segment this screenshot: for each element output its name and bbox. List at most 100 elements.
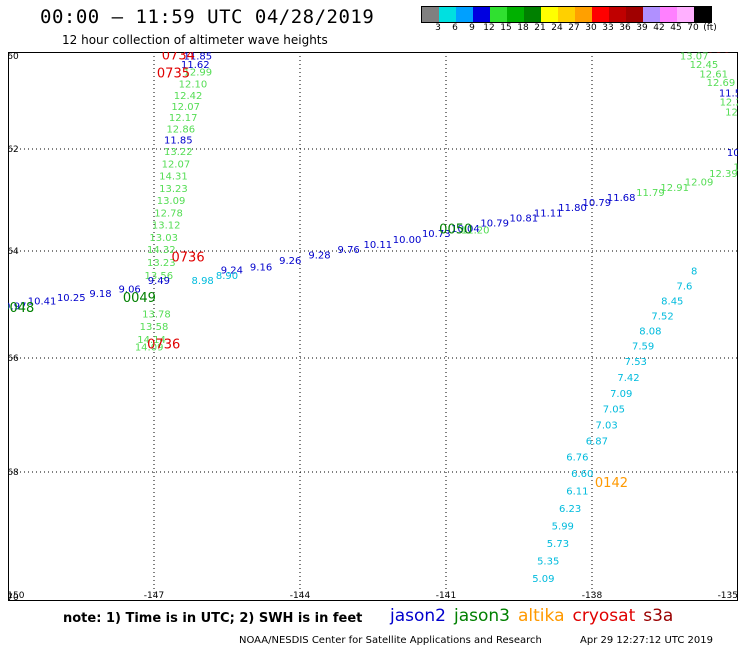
swh-value-label: 13.12 <box>152 221 181 232</box>
colorbar-label: 21 <box>534 23 546 33</box>
wave-height-colorbar <box>421 6 712 23</box>
colorbar-label: 45 <box>670 23 682 33</box>
colorbar-label: 36 <box>619 23 631 33</box>
x-tick-label: -150 <box>8 591 25 601</box>
swh-value-label: 8.98 <box>192 276 214 287</box>
colorbar-label: 33 <box>602 23 614 33</box>
footer-note: note: 1) Time is in UTC; 2) SWH is in fe… <box>63 611 363 626</box>
swh-value-label: 14.32 <box>147 245 176 256</box>
time-label: 0049 <box>123 291 156 306</box>
swh-value-label: 7.53 <box>625 357 647 368</box>
swh-value-label: 10.41 <box>28 297 57 308</box>
swh-value-label: 12.42 <box>174 91 203 102</box>
swh-value-label: 9.76 <box>338 245 360 256</box>
swh-value-label: 10.6 <box>727 148 738 159</box>
swh-value-label: 11.80 <box>558 203 587 214</box>
swh-value-label: 12.46 <box>733 162 738 173</box>
colorbar-swatch <box>626 7 643 22</box>
x-tick-label: -144 <box>290 591 311 601</box>
colorbar-label: 15 <box>500 23 512 33</box>
swh-value-label: 8.08 <box>639 326 661 337</box>
legend-item-cryosat: cryosat <box>572 606 636 626</box>
swh-value-label: 13.07 <box>680 52 709 62</box>
swh-value-label: 12.91 <box>660 183 689 194</box>
colorbar-swatch <box>524 7 541 22</box>
swh-value-label: 9.06 <box>119 285 141 296</box>
colorbar-swatch <box>422 7 439 22</box>
x-tick-label: -138 <box>582 591 603 601</box>
colorbar-swatch <box>558 7 575 22</box>
colorbar-swatch <box>541 7 558 22</box>
page-subtitle: 12 hour collection of altimeter wave hei… <box>62 33 328 47</box>
swh-value-label: 12.78 <box>154 208 183 219</box>
swh-value-label: 10.25 <box>57 293 86 304</box>
time-label: 0735 <box>157 66 190 81</box>
swh-value-label: 5.99 <box>552 522 574 533</box>
y-tick-label: -62 <box>8 145 19 155</box>
colorbar-swatch <box>473 7 490 22</box>
colorbar-swatch <box>490 7 507 22</box>
colorbar-swatch <box>694 7 711 22</box>
swh-value-label: 11.20 <box>461 226 490 237</box>
swh-value-label: 13.23 <box>159 184 188 195</box>
colorbar-swatch <box>439 7 456 22</box>
x-tick-label: -135 <box>718 591 738 601</box>
colorbar-label: 27 <box>568 23 580 33</box>
time-label: 0050 <box>439 223 472 238</box>
swh-value-label: 5.73 <box>547 539 569 550</box>
swh-value-label: 12.07 <box>162 159 191 170</box>
swh-value-label: 6.60 <box>571 469 593 480</box>
swh-value-label: 12. <box>725 108 738 119</box>
colorbar-swatch <box>456 7 473 22</box>
footer-credit: NOAA/NESDIS Center for Satellite Applica… <box>239 635 542 646</box>
swh-value-label: 9.26 <box>279 256 301 267</box>
swh-value-label: 12.45 <box>690 60 719 71</box>
time-label: 0734 <box>162 52 195 63</box>
swh-value-label: 13.23 <box>147 258 176 269</box>
y-tick-label: -70 <box>8 593 19 602</box>
swh-value-label: 13.03 <box>149 233 178 244</box>
colorbar-swatch <box>609 7 626 22</box>
swh-value-label: 12.10 <box>179 80 208 91</box>
swh-value-label: 12.69 <box>707 78 736 89</box>
swh-value-label: 14.31 <box>159 172 188 183</box>
swh-value-label: 10.00 <box>393 235 422 246</box>
y-tick-label: -66 <box>8 354 19 364</box>
satellite-legend: jason2 jason3 altika cryosat s3a <box>390 606 681 626</box>
footer-timestamp: Apr 29 12:27:12 UTC 2019 <box>580 635 713 646</box>
time-label: 0142 <box>595 476 628 491</box>
time-label: 080 <box>706 52 731 56</box>
x-tick-label: -147 <box>144 591 164 601</box>
swh-value-label: 10.79 <box>583 198 612 209</box>
swh-value-label: 13.22 <box>164 147 193 158</box>
swh-value-label: 11.62 <box>181 60 210 71</box>
swh-value-label: 9.24 <box>221 265 243 276</box>
swh-value-label: 10.11 <box>364 240 393 251</box>
swh-value-label: 9.97 <box>8 301 26 312</box>
swh-value-label: 7.59 <box>632 341 654 352</box>
swh-value-label: 13.56 <box>145 271 174 282</box>
legend-item-s3a: s3a <box>643 606 674 626</box>
map-svg: -60 -62 -64 -66 -68 -70-150 -147 -144 -141 -138 -1… <box>8 52 738 602</box>
swh-value-label: 11.85 <box>183 52 212 62</box>
swh-value-label: 10.79 <box>480 219 509 230</box>
swh-value-label: 8.45 <box>661 297 683 308</box>
swh-value-label: 12.2 <box>720 97 738 108</box>
colorbar-label: 42 <box>653 23 665 33</box>
swh-value-label: 12.61 <box>699 69 728 80</box>
swh-value-label: 9.28 <box>308 250 330 261</box>
swh-value-label: 7.42 <box>617 373 639 384</box>
page-title: 00:00 – 11:59 UTC 04/28/2019 <box>40 6 375 28</box>
swh-value-label: 11.56 <box>719 88 738 99</box>
colorbar-label: 3 <box>435 23 441 33</box>
colorbar-label: 18 <box>517 23 529 33</box>
colorbar-label: 24 <box>551 23 563 33</box>
colorbar-swatch <box>677 7 694 22</box>
y-tick-label: -60 <box>8 52 19 62</box>
colorbar-label: 6 <box>452 23 458 33</box>
swh-value-label: 11.79 <box>636 188 665 199</box>
swh-value-label: 12.39 <box>709 169 738 180</box>
swh-value-label: 11.68 <box>607 193 636 204</box>
swh-value-label: 8.90 <box>216 271 238 282</box>
